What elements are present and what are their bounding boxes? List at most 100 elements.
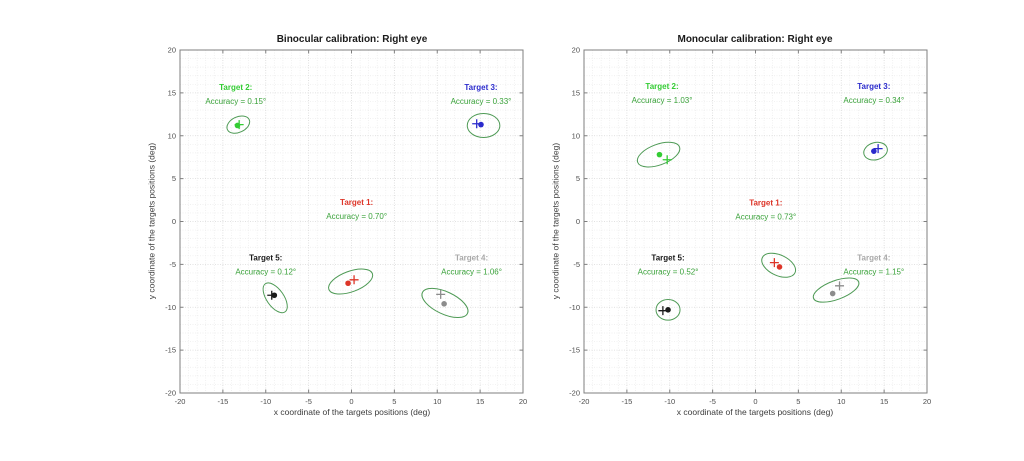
monocular-target-2-label: Target 2:: [645, 82, 678, 91]
monocular-y-axis-label: y coordinate of the targets positions (d…: [550, 142, 561, 300]
binocular-target-4-ellipse: [421, 287, 469, 319]
y-tick-label: -20: [165, 389, 176, 398]
binocular-target-2-label: Target 2:: [219, 83, 252, 92]
binocular-target-2-group: Target 2: Accuracy = 0.15°: [205, 83, 266, 134]
y-tick-label: 10: [168, 131, 176, 140]
x-tick-label: 5: [796, 397, 800, 406]
binocular-target-4-accuracy-label: Accuracy = 1.06°: [441, 268, 502, 277]
monocular-target-4-cross-marker: [835, 281, 845, 291]
monocular-x-axis-label: x coordinate of the targets positions (d…: [676, 407, 834, 417]
binocular-target-5-dot-marker: [271, 292, 278, 299]
x-tick-label: -15: [621, 397, 632, 406]
monocular-target-5-dot-marker: [665, 307, 671, 313]
monocular-target-3-accuracy-label: Accuracy = 0.34°: [843, 96, 904, 105]
binocular-target-2-dot-marker: [234, 122, 241, 129]
monocular-target-2-group: Target 2: Accuracy = 1.03°: [632, 82, 693, 168]
monocular-target-5-group: Target 5: Accuracy = 0.52°: [638, 254, 699, 321]
monocular-target-5-label: Target 5:: [651, 254, 684, 263]
binocular-target-1-accuracy-label: Accuracy = 0.70°: [326, 212, 387, 221]
monocular-target-4-accuracy-label: Accuracy = 1.15°: [843, 268, 904, 277]
x-tick-label: 0: [349, 397, 353, 406]
binocular-target-1-label: Target 1:: [340, 198, 373, 207]
y-tick-label: 20: [572, 46, 580, 55]
monocular-target-1-group: Target 1: Accuracy = 0.73°: [735, 199, 797, 278]
binocular-target-5-accuracy-label: Accuracy = 0.12°: [235, 268, 296, 277]
x-tick-label: 20: [519, 397, 527, 406]
binocular-target-1-dot-marker: [345, 280, 351, 287]
x-tick-label: 15: [476, 397, 484, 406]
x-tick-label: -10: [664, 397, 675, 406]
binocular-target-1-group: Target 1: Accuracy = 0.70°: [326, 198, 387, 295]
binocular-plot-area: -20 -15 -10 -5 0 5 10 15 20 -20 -15 -10 -5 0 5 10 15 20 Ta…: [165, 46, 527, 406]
y-tick-label: 5: [576, 174, 580, 183]
monocular-target-1-ellipse: [761, 252, 797, 278]
binocular-target-5-ellipse: [262, 282, 288, 314]
x-tick-label: -15: [217, 397, 228, 406]
y-tick-label: 0: [172, 217, 176, 226]
monocular-target-1-accuracy-label: Accuracy = 0.73°: [735, 213, 796, 222]
y-tick-label: 10: [572, 131, 580, 140]
monocular-target-2-dot-marker: [656, 151, 663, 158]
y-tick-label: -10: [165, 303, 176, 312]
binocular-target-4-dot-marker: [441, 301, 447, 307]
x-tick-label: 5: [392, 397, 396, 406]
y-tick-label: 15: [168, 88, 176, 97]
binocular-target-1-ellipse: [328, 268, 374, 295]
monocular-target-4-group: Target 4: Accuracy = 1.15°: [812, 254, 904, 303]
x-tick-label: -5: [709, 397, 716, 406]
y-tick-label: 0: [576, 217, 580, 226]
binocular-target-3-accuracy-label: Accuracy = 0.33°: [451, 97, 512, 106]
y-tick-label: -15: [569, 346, 580, 355]
monocular-target-3-label: Target 3:: [857, 82, 890, 91]
monocular-target-4-label: Target 4:: [857, 254, 890, 263]
x-tick-label: -20: [175, 397, 186, 406]
binocular-target-5-label: Target 5:: [249, 254, 282, 263]
binocular-target-3-group: Target 3: Accuracy = 0.33°: [451, 83, 512, 138]
monocular-target-4-dot-marker: [829, 290, 836, 297]
monocular-target-1-cross-marker: [769, 258, 779, 268]
binocular-target-3-ellipse: [466, 112, 501, 138]
y-tick-label: 20: [168, 46, 176, 55]
x-tick-label: -5: [305, 397, 312, 406]
binocular-target-5-group: Target 5: Accuracy = 0.12°: [235, 254, 296, 314]
y-tick-label: 5: [172, 174, 176, 183]
y-tick-label: -5: [169, 260, 176, 269]
y-tick-label: -15: [165, 346, 176, 355]
monocular-target-2-cross-marker: [662, 155, 672, 165]
monocular-target-3-cross-marker: [873, 144, 883, 154]
binocular-target-3-label: Target 3:: [464, 83, 497, 92]
y-tick-label: -5: [573, 260, 580, 269]
monocular-target-5-ellipse: [655, 299, 681, 321]
monocular-target-2-ellipse: [636, 141, 681, 168]
monocular-target-1-label: Target 1:: [749, 199, 782, 208]
x-tick-label: 15: [880, 397, 888, 406]
binocular-plot-title: Binocular calibration: Right eye: [276, 34, 428, 45]
x-tick-label: 10: [837, 397, 845, 406]
binocular-target-3-dot-marker: [478, 121, 484, 128]
binocular-target-1-cross-marker: [349, 275, 359, 285]
monocular-target-4-ellipse: [812, 277, 860, 303]
x-tick-label: -10: [260, 397, 271, 406]
binocular-target-2-accuracy-label: Accuracy = 0.15°: [205, 97, 266, 106]
binocular-target-4-group: Target 4: Accuracy = 1.06°: [421, 254, 502, 319]
y-tick-label: 15: [572, 88, 580, 97]
monocular-target-1-dot-marker: [776, 264, 783, 270]
binocular-target-4-label: Target 4:: [455, 254, 488, 263]
monocular-plot-title: Monocular calibration: Right eye: [677, 34, 833, 45]
monocular-target-3-group: Target 3: Accuracy = 0.34°: [843, 82, 904, 161]
monocular-target-3-dot-marker: [871, 148, 877, 154]
x-tick-label: 20: [923, 397, 931, 406]
y-tick-label: -20: [569, 389, 580, 398]
x-tick-label: 0: [753, 397, 757, 406]
monocular-target-2-accuracy-label: Accuracy = 1.03°: [632, 96, 693, 105]
binocular-y-axis-label: y coordinate of the targets positions (d…: [146, 142, 157, 300]
binocular-target-4-cross-marker: [436, 289, 446, 299]
binocular-x-axis-label: x coordinate of the targets positions (d…: [273, 407, 431, 417]
x-tick-label: -20: [579, 397, 590, 406]
y-tick-label: -10: [569, 303, 580, 312]
monocular-target-3-ellipse: [863, 141, 888, 161]
monocular-plot-area: -20 -15 -10 -5 0 5 10 15 20 -20 -15 -10 -5 0 5 10 15 20 Ta…: [569, 46, 931, 406]
binocular-target-2-ellipse: [226, 115, 251, 134]
monocular-target-5-accuracy-label: Accuracy = 0.52°: [638, 268, 699, 277]
